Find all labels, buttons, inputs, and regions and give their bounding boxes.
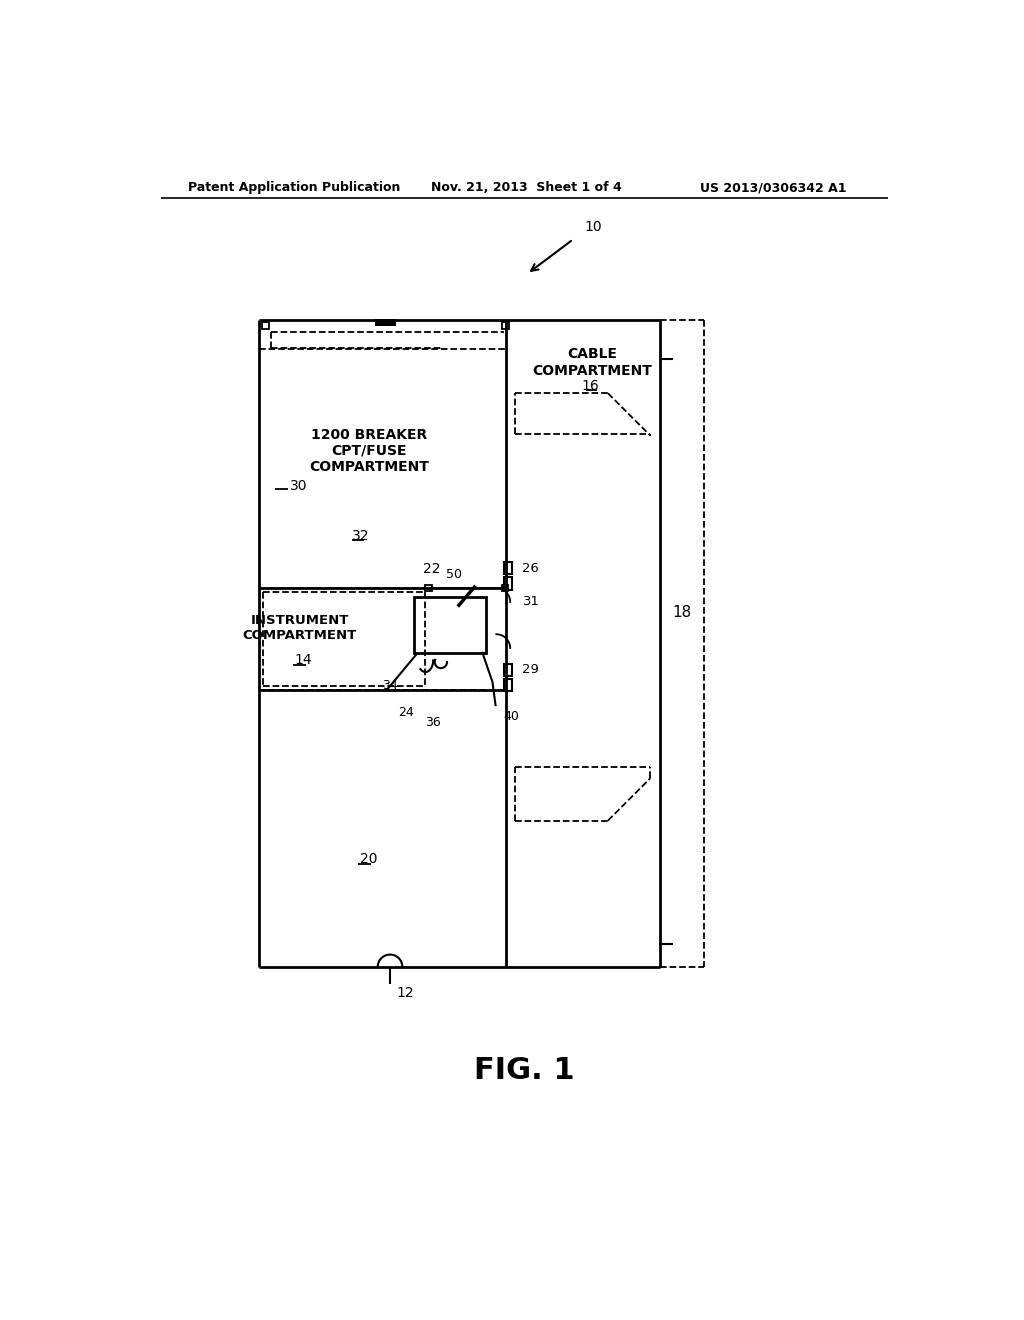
Text: INSTRUMENT
COMPARTMENT: INSTRUMENT COMPARTMENT <box>243 614 357 642</box>
Text: 12: 12 <box>396 986 414 1001</box>
Text: 31: 31 <box>522 595 540 609</box>
Bar <box>504 562 512 574</box>
Text: FIG. 1: FIG. 1 <box>474 1056 575 1085</box>
Text: 14: 14 <box>295 653 312 668</box>
Text: 16: 16 <box>582 379 599 392</box>
Text: 22: 22 <box>423 562 440 576</box>
Text: 20: 20 <box>360 853 378 866</box>
Text: 29: 29 <box>522 663 540 676</box>
Bar <box>425 585 432 591</box>
Bar <box>262 322 269 329</box>
Text: CABLE
COMPARTMENT: CABLE COMPARTMENT <box>532 347 652 378</box>
Bar <box>375 318 396 326</box>
Text: 36: 36 <box>425 715 441 729</box>
Bar <box>502 585 508 591</box>
Text: Nov. 21, 2013  Sheet 1 of 4: Nov. 21, 2013 Sheet 1 of 4 <box>431 181 622 194</box>
Bar <box>504 577 512 590</box>
Text: 24: 24 <box>398 706 414 719</box>
Text: 34: 34 <box>382 680 397 693</box>
Text: 50: 50 <box>446 568 462 581</box>
Text: US 2013/0306342 A1: US 2013/0306342 A1 <box>700 181 847 194</box>
Text: 32: 32 <box>352 529 370 543</box>
Text: 1200 BREAKER
CPT/FUSE
COMPARTMENT: 1200 BREAKER CPT/FUSE COMPARTMENT <box>309 428 429 474</box>
Text: 40: 40 <box>503 710 519 723</box>
Text: 10: 10 <box>585 220 602 234</box>
Bar <box>503 322 509 329</box>
Text: 18: 18 <box>672 605 691 620</box>
Bar <box>414 597 486 653</box>
Text: Patent Application Publication: Patent Application Publication <box>188 181 400 194</box>
Text: 26: 26 <box>522 561 540 574</box>
Bar <box>504 664 512 676</box>
Bar <box>504 678 512 692</box>
Text: 30: 30 <box>290 479 307 492</box>
